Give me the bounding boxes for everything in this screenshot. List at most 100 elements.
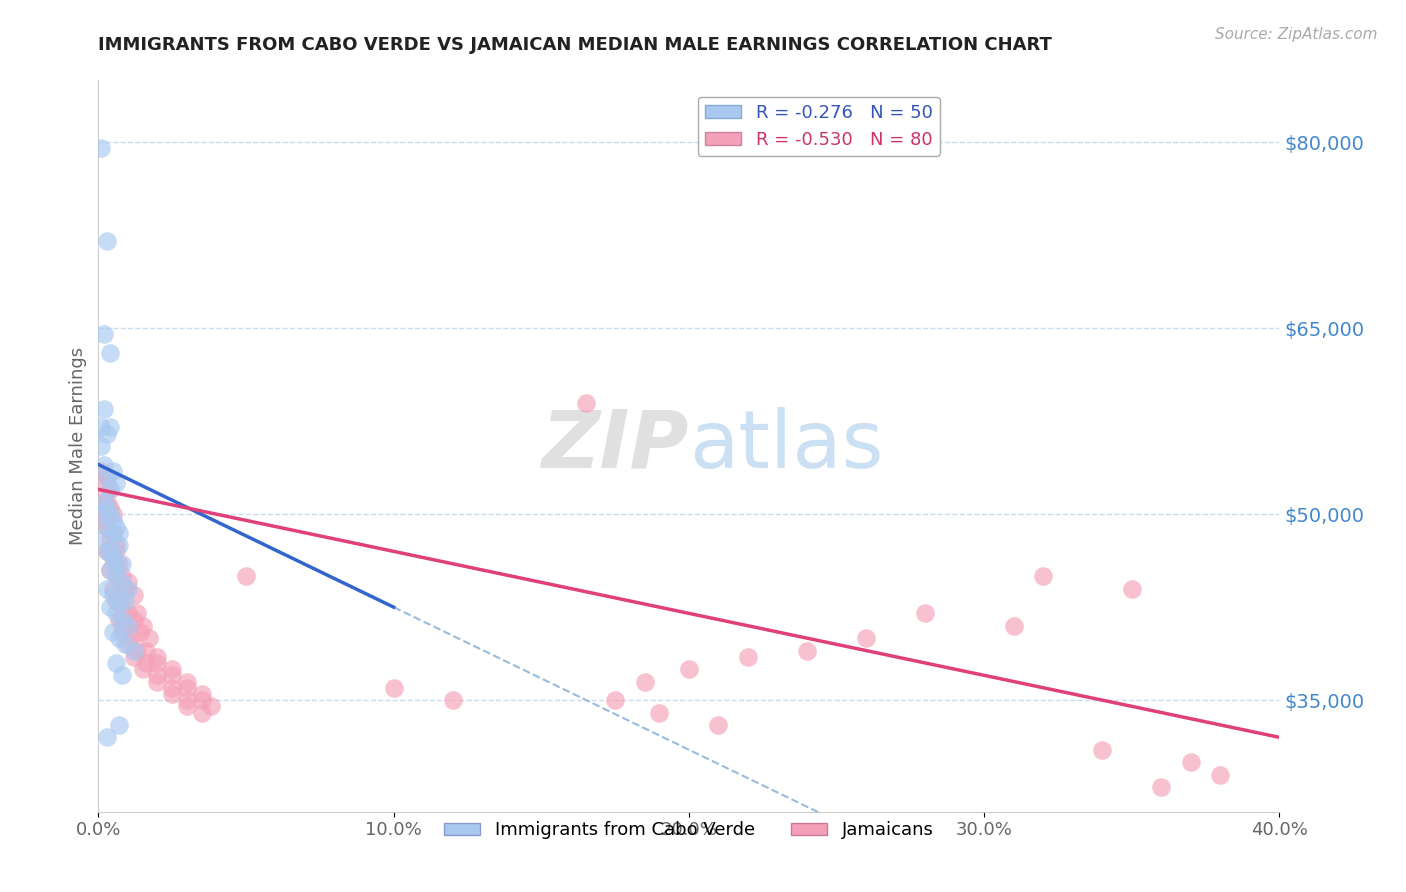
Point (114, 582, 136, 596)
Point (108, 525, 131, 540)
Point (111, 668, 134, 682)
Point (122, 649, 145, 664)
Point (103, 525, 125, 540)
Point (103, 464, 125, 478)
Point (90, 507, 112, 521)
Point (96, 519, 118, 533)
Point (1091, 743, 1114, 757)
Point (108, 718, 131, 732)
Point (98, 483, 121, 497)
Point (93, 532, 115, 546)
Point (98, 507, 121, 521)
Point (132, 662, 155, 676)
Point (103, 550, 125, 565)
Point (678, 662, 700, 676)
Point (162, 668, 183, 682)
Point (96, 470, 118, 484)
Point (1121, 582, 1143, 596)
Point (98, 532, 121, 546)
Point (93, 489, 115, 503)
Point (117, 582, 139, 596)
Point (707, 718, 730, 732)
Point (98, 563, 121, 577)
Point (441, 693, 464, 707)
Point (120, 631, 142, 645)
Point (132, 619, 155, 633)
Point (114, 637, 136, 651)
Point (93, 458, 115, 472)
Point (634, 674, 657, 689)
Point (93, 495, 115, 509)
Point (96, 235, 118, 249)
Point (135, 643, 157, 657)
Point (575, 395, 598, 409)
Point (105, 538, 128, 552)
Point (96, 500, 118, 515)
Point (176, 693, 198, 707)
Text: ZIP: ZIP (541, 407, 689, 485)
Point (235, 569, 257, 583)
Point (108, 588, 131, 602)
Point (96, 731, 118, 745)
Point (103, 513, 125, 527)
Point (125, 643, 148, 657)
Point (117, 619, 139, 633)
Point (98, 420, 121, 434)
Point (1209, 767, 1232, 781)
Point (1150, 780, 1173, 794)
Point (105, 607, 128, 621)
Point (146, 674, 169, 689)
Point (176, 681, 198, 695)
Point (114, 594, 136, 608)
Point (93, 401, 115, 416)
Point (98, 600, 121, 615)
Point (1032, 569, 1054, 583)
Point (98, 563, 121, 577)
Point (98, 346, 121, 360)
Point (90, 420, 112, 434)
Point (191, 693, 214, 707)
Point (117, 607, 139, 621)
Point (117, 637, 139, 651)
Point (105, 476, 128, 491)
Point (111, 575, 134, 590)
Point (176, 674, 198, 689)
Point (105, 557, 128, 571)
Point (103, 525, 125, 540)
Point (90, 507, 112, 521)
Text: atlas: atlas (689, 407, 883, 485)
Y-axis label: Median Male Earnings: Median Male Earnings (69, 347, 87, 545)
Point (138, 631, 160, 645)
Point (96, 495, 118, 509)
Point (122, 613, 145, 627)
Point (648, 706, 671, 720)
Point (122, 643, 145, 657)
Point (98, 500, 121, 515)
Point (105, 594, 128, 608)
Point (162, 687, 183, 701)
Legend: Immigrants from Cabo Verde, Jamaicans: Immigrants from Cabo Verde, Jamaicans (437, 814, 941, 847)
Text: IMMIGRANTS FROM CABO VERDE VS JAMAICAN MEDIAN MALE EARNINGS CORRELATION CHART: IMMIGRANTS FROM CABO VERDE VS JAMAICAN M… (98, 36, 1052, 54)
Point (108, 594, 131, 608)
Point (914, 607, 936, 621)
Point (128, 624, 150, 639)
Point (111, 557, 134, 571)
Point (98, 483, 121, 497)
Point (855, 631, 877, 645)
Point (105, 544, 128, 558)
Point (111, 613, 134, 627)
Point (111, 600, 134, 615)
Point (105, 656, 128, 670)
Point (103, 582, 125, 596)
Point (96, 544, 118, 558)
Point (162, 662, 183, 676)
Point (90, 439, 112, 453)
Point (162, 681, 183, 695)
Point (98, 544, 121, 558)
Point (96, 582, 118, 596)
Point (93, 513, 115, 527)
Point (90, 141, 112, 155)
Point (737, 649, 759, 664)
Point (108, 557, 131, 571)
Point (103, 624, 125, 639)
